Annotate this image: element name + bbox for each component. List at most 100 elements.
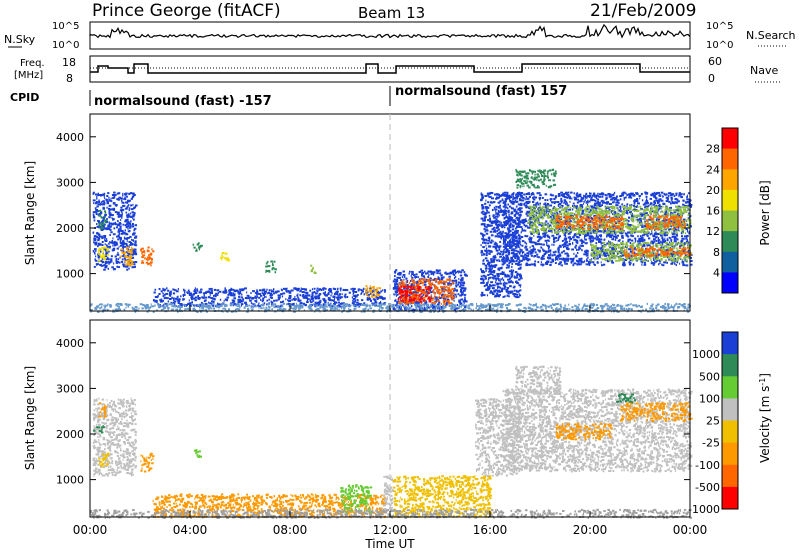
echo-cell [112, 207, 116, 210]
echo-cell [454, 275, 457, 278]
echo-cell [518, 219, 521, 222]
echo-cell [563, 201, 565, 204]
echo-cell [120, 230, 124, 232]
echo-cell [521, 236, 524, 238]
echo-cell [338, 304, 340, 307]
echo-cell [395, 269, 398, 272]
echo-cell [566, 196, 569, 199]
echo-cell [512, 198, 514, 201]
echo-cell [496, 212, 500, 215]
echo-cell [486, 282, 489, 285]
echo-cell [282, 292, 286, 295]
echo-cell [308, 294, 311, 297]
echo-cell [162, 289, 165, 291]
echo-cell [277, 290, 280, 293]
echo-cell [334, 301, 338, 304]
echo-cell [424, 272, 427, 275]
echo-cell [314, 270, 316, 273]
echo-cell [432, 273, 435, 276]
echo-cell [434, 292, 436, 295]
echo-cell [134, 235, 138, 238]
echo-cell [450, 291, 453, 294]
echo-cell [520, 202, 523, 205]
echo-cell [128, 257, 132, 260]
echo-cell [579, 259, 581, 262]
echo-cell [188, 290, 191, 293]
echo-cell [288, 290, 291, 293]
echo-cell [327, 298, 330, 301]
echo-cell [630, 239, 634, 242]
echo-cell [462, 292, 464, 295]
echo-cell [617, 207, 619, 210]
echo-cell [217, 302, 219, 305]
echo-cell [492, 277, 495, 280]
echo-cell [94, 252, 96, 255]
echo-cell [414, 276, 417, 278]
echo-cell [480, 278, 484, 281]
echo-cell [284, 287, 287, 290]
echo-cell [307, 294, 310, 297]
echo-cell [657, 237, 660, 239]
echo-cell [287, 303, 291, 305]
echo-cell [132, 217, 134, 220]
echo-cell [560, 191, 562, 194]
echo-cell [481, 204, 484, 207]
echo-cell [499, 233, 502, 236]
echo-cell [434, 297, 436, 300]
echo-cell [497, 235, 500, 238]
cpid-label: CPID [10, 91, 39, 104]
echo-cell [300, 289, 302, 292]
echo-cell [484, 238, 487, 241]
echo-cell [129, 264, 132, 267]
echo-cell [106, 253, 110, 256]
echo-cell [180, 295, 182, 298]
echo-cell [503, 287, 506, 290]
echo-cell [189, 302, 192, 305]
echo-cell [132, 252, 135, 255]
echo-cell [534, 251, 537, 254]
echo-cell [486, 283, 488, 286]
echo-cell [492, 270, 496, 272]
echo-cell [366, 298, 370, 301]
echo-cell [516, 235, 518, 238]
echo-cell [122, 247, 124, 250]
echo-cell [177, 288, 179, 291]
echo-cell [504, 273, 506, 276]
echo-cell [133, 263, 136, 266]
echo-cell [332, 287, 335, 290]
echo-cell [117, 238, 119, 241]
echo-cell [439, 295, 441, 298]
echo-cell [559, 257, 562, 260]
echo-cell [106, 206, 108, 209]
cpid-segment-1: normalsound (fast) -157 [94, 94, 272, 109]
freq-label-line2: [MHz] [14, 70, 43, 81]
echo-cell [413, 281, 417, 284]
echo-cell [111, 223, 115, 226]
scatter-region [310, 264, 317, 274]
echo-cell [361, 289, 364, 292]
echo-cell [619, 206, 622, 209]
echo-cell [497, 276, 499, 279]
echo-cell [251, 297, 254, 300]
echo-cell [310, 301, 313, 304]
echo-cell [401, 276, 404, 278]
echo-cell [640, 193, 643, 196]
echo-cell [508, 216, 510, 219]
echo-cell [398, 283, 400, 286]
echo-cell [634, 240, 636, 243]
echo-cell [266, 292, 268, 295]
echo-cell [518, 237, 522, 240]
echo-cell [198, 248, 200, 251]
echo-cell [167, 300, 170, 303]
echo-cell [505, 260, 508, 263]
echo-cell [509, 243, 511, 246]
echo-cell [133, 212, 136, 215]
echo-cell [521, 244, 524, 247]
echo-cell [483, 219, 486, 222]
echo-cell [530, 263, 533, 266]
echo-cell [595, 207, 598, 210]
echo-cell [508, 295, 510, 298]
echo-cell [95, 209, 98, 211]
echo-cell [92, 199, 96, 202]
